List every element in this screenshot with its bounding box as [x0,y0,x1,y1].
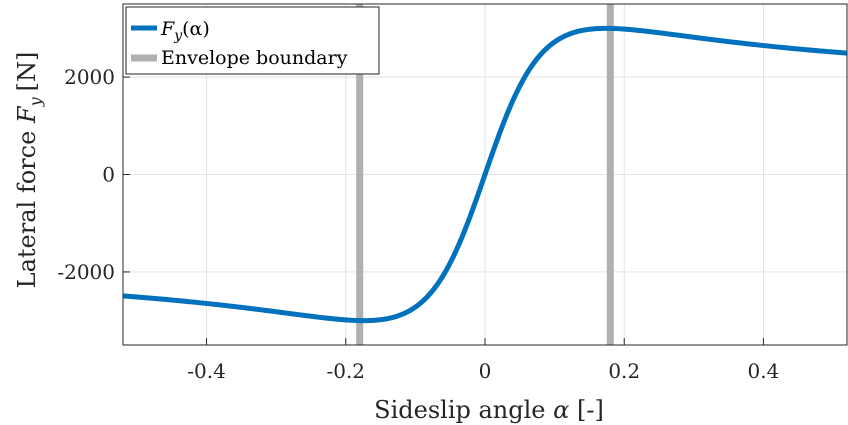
x-axis-label: Sideslip angle α [-] [374,396,604,424]
fy-curve [122,25,848,324]
x-tick-label: -0.4 [187,359,226,383]
y-tick-label: 2000 [64,65,115,89]
y-axis-label: Lateral force Fy[N] [13,52,45,289]
x-tick-label: 0.4 [748,359,780,383]
legend-label-envelope: Envelope boundary [161,47,348,69]
y-ticks: -2000 0 2000 [57,65,130,284]
x-tick-label: -0.2 [326,359,365,383]
y-tick-label: 0 [102,163,115,187]
x-ticks: -0.4 -0.2 0 0.2 0.4 [187,338,779,383]
x-tick-label: 0.2 [608,359,640,383]
legend-label-fy: Fy(α) [160,18,210,44]
legend-box [125,6,380,75]
y-tick-label: -2000 [57,260,115,284]
x-tick-label: 0 [479,359,492,383]
legend: Fy(α) Envelope boundary [125,6,380,75]
